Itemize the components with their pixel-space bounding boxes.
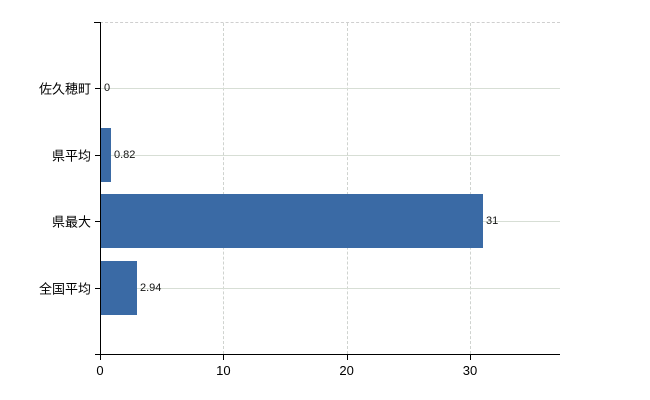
bar bbox=[101, 127, 111, 182]
value-label: 0.82 bbox=[114, 148, 136, 161]
plot-top-border bbox=[100, 22, 560, 23]
y-axis-tick bbox=[95, 221, 100, 223]
x-axis-tick bbox=[223, 355, 225, 360]
x-axis-tick-label: 10 bbox=[216, 363, 231, 378]
horizontal-gridline bbox=[101, 287, 560, 289]
x-axis-tick bbox=[470, 355, 471, 360]
value-label: 0 bbox=[104, 82, 111, 95]
x-axis-line bbox=[95, 354, 560, 355]
category-label: 佐久穂町 bbox=[38, 81, 91, 97]
category-label: 全国平均 bbox=[38, 281, 91, 297]
x-axis-tick bbox=[346, 355, 348, 360]
y-axis-tick bbox=[95, 287, 100, 289]
category-label: 県最大 bbox=[51, 214, 91, 230]
bar bbox=[101, 194, 483, 249]
x-axis-tick-label: 20 bbox=[339, 363, 354, 378]
vertical-gridline bbox=[223, 23, 225, 354]
y-axis-top-tick bbox=[94, 22, 100, 23]
bar bbox=[101, 260, 137, 315]
x-axis-tick-label: 0 bbox=[96, 363, 104, 378]
y-axis-tick bbox=[95, 88, 100, 90]
vertical-gridline bbox=[346, 23, 348, 354]
horizontal-gridline bbox=[101, 154, 560, 156]
horizontal-gridline bbox=[101, 88, 560, 90]
value-label: 2.94 bbox=[140, 281, 162, 294]
value-label: 31 bbox=[486, 215, 499, 228]
category-label: 県平均 bbox=[51, 148, 91, 164]
vertical-gridline bbox=[470, 23, 471, 354]
y-axis-line bbox=[100, 22, 101, 354]
x-axis-tick-label: 30 bbox=[462, 363, 478, 378]
x-axis-tick bbox=[100, 355, 101, 360]
y-axis-tick bbox=[95, 154, 100, 156]
